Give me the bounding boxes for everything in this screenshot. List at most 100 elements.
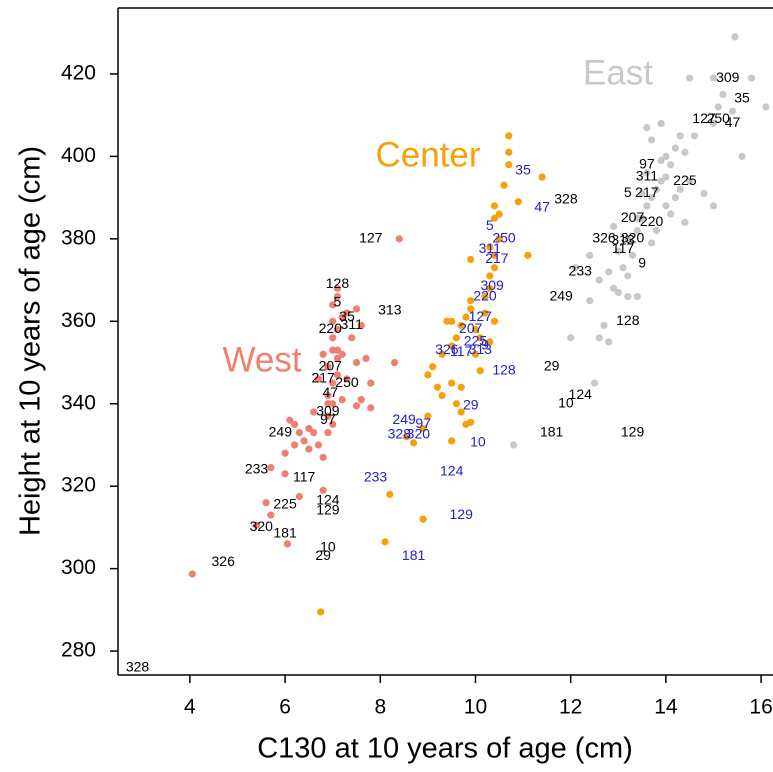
point: [662, 202, 670, 210]
point: [310, 408, 318, 416]
point-label: 328: [554, 190, 578, 206]
point-label: 29: [544, 357, 560, 373]
point: [429, 363, 437, 371]
point: [333, 325, 342, 334]
point: [643, 123, 651, 132]
point: [709, 74, 718, 82]
point: [467, 305, 475, 313]
point-label: 225: [673, 172, 697, 188]
point: [424, 412, 432, 420]
point: [338, 396, 346, 404]
point-label: 128: [326, 275, 350, 291]
point: [686, 74, 694, 82]
point: [319, 350, 327, 358]
point-label: 5: [624, 184, 632, 200]
point: [662, 152, 670, 161]
point: [462, 313, 470, 321]
point: [314, 441, 323, 449]
point-label: 124: [569, 386, 593, 402]
point-label: 128: [492, 361, 516, 377]
point: [652, 185, 660, 193]
point: [424, 371, 432, 379]
point-label: 207: [459, 320, 483, 336]
point: [731, 33, 739, 41]
point: [505, 148, 513, 156]
point: [747, 74, 756, 82]
point-label: 128: [616, 312, 640, 328]
point: [567, 334, 575, 342]
point-label: 233: [569, 263, 593, 279]
point-label: 127: [469, 308, 493, 324]
x-tick-label: 4: [184, 696, 196, 719]
point: [310, 429, 318, 437]
point: [324, 363, 332, 371]
point-label: 47: [534, 199, 550, 215]
point-label: 207: [319, 357, 343, 373]
point-label: 181: [540, 423, 564, 439]
point-label: 313: [469, 341, 493, 357]
point: [448, 379, 456, 387]
point-label: 313: [378, 302, 402, 318]
point: [643, 202, 651, 210]
point-label: 311: [479, 240, 502, 256]
point-label: 35: [515, 162, 531, 178]
point: [476, 367, 484, 375]
point: [643, 169, 651, 177]
point: [495, 235, 503, 243]
point-label: 225: [464, 333, 488, 349]
point: [600, 321, 608, 330]
point: [467, 418, 475, 426]
point: [324, 400, 332, 408]
point: [624, 235, 632, 243]
point: [505, 161, 513, 169]
point: [267, 464, 275, 472]
point-label: 309: [480, 277, 504, 293]
point: [329, 301, 337, 309]
point: [509, 441, 518, 449]
point: [467, 255, 475, 264]
point: [362, 354, 370, 363]
point: [495, 210, 503, 218]
point: [657, 156, 665, 165]
point: [490, 317, 499, 325]
y-tick-label: 280: [61, 639, 96, 662]
point: [267, 511, 275, 519]
point: [709, 202, 718, 210]
point: [338, 350, 346, 358]
x-tick-label: 8: [374, 696, 386, 719]
point: [590, 379, 599, 387]
point: [352, 305, 361, 313]
y-tick-label: 320: [61, 474, 96, 497]
point: [657, 177, 665, 185]
point: [709, 119, 718, 128]
point: [648, 194, 656, 202]
point: [476, 334, 484, 342]
point: [686, 177, 694, 185]
point: [410, 439, 418, 447]
point: [329, 334, 337, 342]
point-label: 320: [407, 425, 431, 441]
point: [324, 412, 332, 420]
point: [381, 538, 389, 546]
point: [343, 309, 351, 317]
point: [352, 402, 361, 410]
point: [305, 424, 313, 433]
point: [324, 391, 332, 400]
point: [595, 276, 603, 284]
point: [514, 198, 522, 206]
point-label: 217: [311, 370, 335, 386]
point-label: 249: [392, 411, 416, 427]
point: [438, 391, 446, 400]
point: [595, 334, 603, 342]
point: [481, 309, 489, 317]
y-tick-label: 380: [61, 226, 96, 249]
point-label: 29: [315, 547, 331, 563]
point: [343, 375, 351, 383]
point-label: 10: [558, 394, 574, 410]
point-label: 328: [126, 658, 150, 674]
point-label: 233: [245, 460, 269, 476]
point-label: 328: [388, 425, 412, 441]
point: [609, 222, 618, 231]
point: [667, 161, 675, 169]
